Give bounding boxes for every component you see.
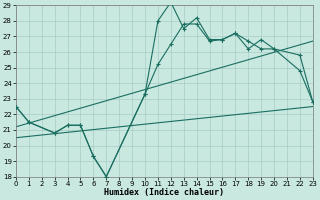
X-axis label: Humidex (Indice chaleur): Humidex (Indice chaleur) <box>104 188 224 197</box>
